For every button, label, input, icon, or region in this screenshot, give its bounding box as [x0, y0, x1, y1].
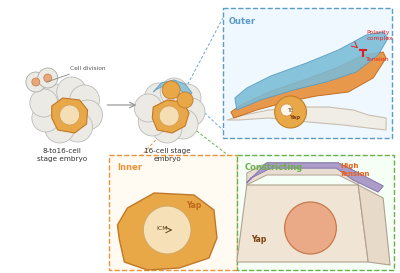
- Circle shape: [144, 83, 174, 113]
- FancyBboxPatch shape: [237, 155, 394, 270]
- Text: Tension: Tension: [366, 57, 390, 62]
- Circle shape: [38, 68, 58, 88]
- Circle shape: [134, 94, 162, 122]
- Circle shape: [159, 106, 179, 126]
- Circle shape: [177, 98, 205, 126]
- Circle shape: [30, 89, 58, 117]
- Polygon shape: [152, 100, 189, 133]
- Text: Yap: Yap: [289, 115, 300, 120]
- Text: Inner: Inner: [118, 163, 142, 172]
- Polygon shape: [247, 163, 383, 192]
- Text: Yap: Yap: [251, 236, 266, 245]
- Text: TE: TE: [286, 108, 293, 114]
- Circle shape: [173, 84, 201, 112]
- Polygon shape: [153, 80, 192, 96]
- Circle shape: [63, 112, 92, 142]
- Circle shape: [138, 108, 166, 136]
- Text: 8-to16-cell
stage embryo: 8-to16-cell stage embryo: [37, 148, 87, 162]
- Text: Polarity
complex: Polarity complex: [366, 30, 393, 41]
- Text: ICM: ICM: [156, 227, 168, 232]
- Circle shape: [162, 81, 180, 99]
- Circle shape: [160, 78, 188, 106]
- Circle shape: [45, 113, 75, 143]
- Polygon shape: [235, 32, 388, 110]
- Polygon shape: [247, 163, 383, 192]
- Polygon shape: [237, 185, 368, 262]
- Circle shape: [285, 202, 336, 254]
- FancyBboxPatch shape: [110, 155, 237, 270]
- Circle shape: [32, 104, 60, 132]
- Polygon shape: [231, 52, 386, 118]
- Circle shape: [143, 206, 191, 254]
- Text: Yap: Yap: [186, 200, 202, 209]
- Polygon shape: [358, 185, 390, 265]
- Circle shape: [281, 104, 292, 116]
- Circle shape: [32, 78, 40, 86]
- Polygon shape: [247, 163, 358, 185]
- Circle shape: [60, 105, 80, 125]
- FancyBboxPatch shape: [223, 8, 392, 138]
- Text: High
Tension: High Tension: [340, 163, 371, 177]
- Text: 16-cell stage
embryo: 16-cell stage embryo: [144, 148, 190, 162]
- Text: Constricting: Constricting: [245, 163, 303, 172]
- Circle shape: [39, 84, 71, 116]
- Circle shape: [152, 113, 182, 143]
- Circle shape: [70, 85, 100, 115]
- Circle shape: [44, 74, 52, 82]
- Polygon shape: [227, 107, 386, 130]
- Circle shape: [57, 77, 86, 107]
- Polygon shape: [118, 193, 217, 270]
- Circle shape: [26, 72, 46, 92]
- Text: Outer: Outer: [229, 17, 256, 26]
- Polygon shape: [52, 98, 88, 133]
- Text: Cell division: Cell division: [46, 66, 105, 82]
- Circle shape: [275, 96, 306, 128]
- Circle shape: [177, 92, 193, 108]
- Circle shape: [73, 100, 102, 130]
- Circle shape: [168, 109, 198, 139]
